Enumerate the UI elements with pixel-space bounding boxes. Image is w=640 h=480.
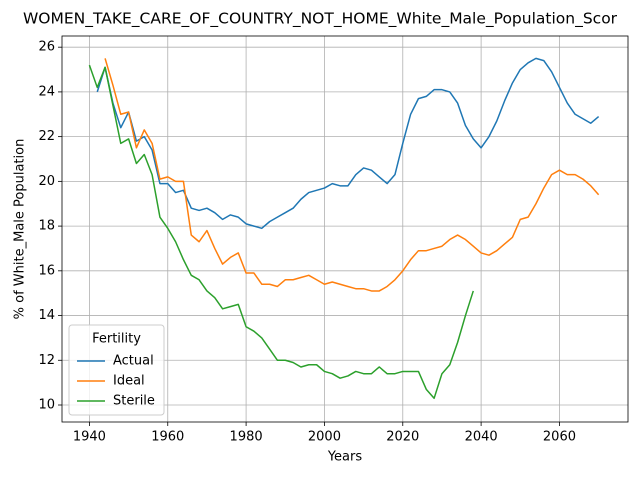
plot-frame xyxy=(61,35,629,423)
y-tick-label: 16 xyxy=(38,263,55,278)
legend-box xyxy=(68,324,165,416)
x-tick-label: 2040 xyxy=(465,430,498,445)
x-tick-label: 1940 xyxy=(73,430,106,445)
y-tick-label: 20 xyxy=(38,174,55,189)
legend-label: Actual xyxy=(113,354,154,369)
line xyxy=(96,57,600,230)
x-tick-label: 1980 xyxy=(230,430,263,445)
x-axis-label: Years xyxy=(327,450,363,465)
y-tick-label: 26 xyxy=(38,40,55,55)
y-tick-label: 18 xyxy=(38,219,55,234)
x-tick-label: 1960 xyxy=(151,430,184,445)
y-tick-label: 24 xyxy=(38,84,55,99)
x-tick-label: 2000 xyxy=(308,430,341,445)
x-tick-label: 2020 xyxy=(386,430,419,445)
y-tick-label: 12 xyxy=(38,353,55,368)
legend-label: Sterile xyxy=(113,394,155,409)
legend-title: Fertility xyxy=(92,332,141,347)
y-tick-label: 10 xyxy=(38,398,55,413)
y-tick-label: 22 xyxy=(38,129,55,144)
legend-label: Ideal xyxy=(113,374,145,389)
chart-title: WOMEN_TAKE_CARE_OF_COUNTRY_NOT_HOME_Whit… xyxy=(23,10,618,29)
y-tick-label: 14 xyxy=(38,308,55,323)
x-tick-label: 2060 xyxy=(543,430,576,445)
y-axis-label: % of White_Male Population xyxy=(13,139,28,320)
line xyxy=(88,64,474,400)
line xyxy=(104,58,600,292)
